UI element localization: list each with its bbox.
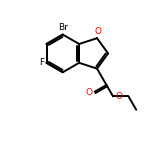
Text: O: O: [115, 92, 122, 101]
Text: F: F: [39, 58, 44, 67]
Text: O: O: [95, 27, 102, 36]
Text: O: O: [85, 88, 92, 97]
Text: Br: Br: [58, 23, 68, 32]
